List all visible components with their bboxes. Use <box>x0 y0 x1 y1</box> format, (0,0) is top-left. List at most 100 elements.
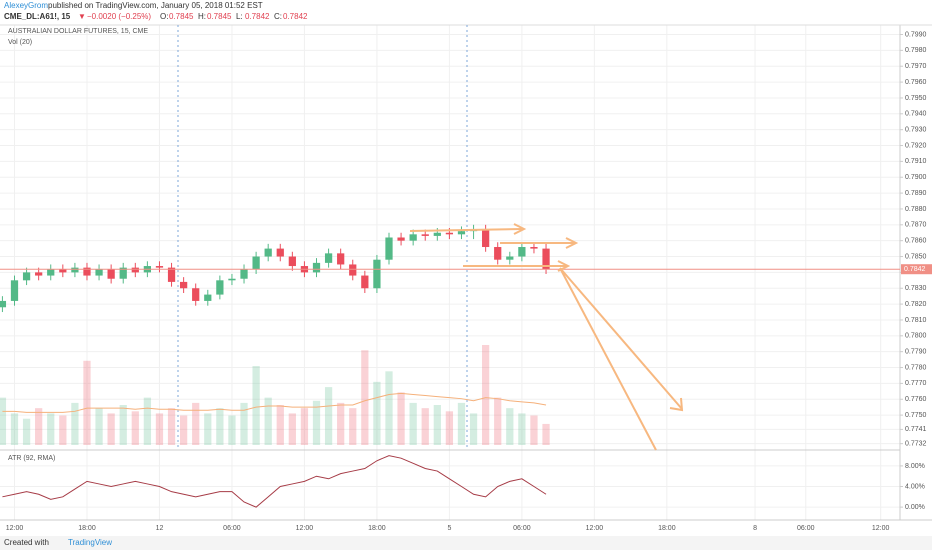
volume-bar <box>276 405 284 445</box>
chart-title: AUSTRALIAN DOLLAR FUTURES, 15, CME <box>8 28 148 35</box>
ohlc-value: 0.7845 <box>169 12 194 21</box>
volume-bar <box>155 413 164 445</box>
candle-body <box>397 237 405 241</box>
candle-body <box>312 262 321 273</box>
candle-body <box>131 267 139 273</box>
candle-body <box>324 253 333 263</box>
x-tick-label: 12:00 <box>6 525 24 532</box>
arrow-head <box>565 237 579 249</box>
volume-bar <box>71 402 79 445</box>
candle-body <box>361 275 369 289</box>
volume-title: Vol (20) <box>8 39 32 46</box>
ohlc-value: 0.7845 <box>207 12 232 21</box>
candle-body <box>180 281 188 289</box>
volume-bar <box>288 413 296 445</box>
candle-body <box>59 269 67 273</box>
candle-body <box>83 267 91 276</box>
y-tick-label: 0.7732 <box>905 441 927 448</box>
volume-bar <box>59 415 67 445</box>
x-tick-label: 12:00 <box>586 525 604 532</box>
volume-bar <box>469 413 478 445</box>
volume-bar <box>35 408 43 445</box>
y-tick-label: 0.00% <box>905 504 925 511</box>
y-tick-label: 0.7920 <box>905 142 927 149</box>
volume-bar <box>409 402 417 445</box>
volume-bar <box>445 411 454 445</box>
arrow-head <box>513 223 527 235</box>
volume-bar <box>0 397 7 445</box>
candle-body <box>457 231 466 235</box>
volume-bar <box>83 360 91 445</box>
x-tick-label: 06:00 <box>513 525 531 532</box>
x-tick-label: 5 <box>447 525 451 532</box>
volume-ma <box>2 392 547 413</box>
candle-body <box>119 267 127 279</box>
candle-body <box>22 272 31 281</box>
volume-bar <box>180 415 188 445</box>
grid <box>0 25 900 520</box>
y-tick-label: 0.7790 <box>905 349 927 356</box>
candle-body <box>482 229 490 248</box>
volume-bar <box>167 408 176 445</box>
candle-body <box>373 259 381 289</box>
y-tick-label: 0.7780 <box>905 364 927 371</box>
footer-brand[interactable]: TradingView <box>68 538 112 547</box>
volume-bar <box>324 387 333 445</box>
footer-bar <box>0 536 932 550</box>
drawings <box>409 223 684 451</box>
x-tick-label: 18:00 <box>78 525 96 532</box>
y-tick-label: 0.7960 <box>905 79 927 86</box>
atr-title: ATR (92, RMA) <box>8 455 55 462</box>
volume-bar <box>373 381 381 445</box>
publisher[interactable]: AlexeyGrom <box>4 1 48 10</box>
x-tick-label: 12 <box>156 525 164 532</box>
candle-body <box>167 267 176 282</box>
ohlc-value: 0.7842 <box>245 12 270 21</box>
candle-body <box>95 269 103 276</box>
volume-bar <box>22 418 31 445</box>
volume-bar <box>300 408 309 445</box>
volume-bar <box>47 413 55 445</box>
candle-body <box>494 247 502 260</box>
volume-bar <box>482 345 490 445</box>
y-tick-label: 0.7910 <box>905 158 927 165</box>
change-arrow: ▼ <box>78 12 86 21</box>
candle-body <box>530 247 538 249</box>
volume-bar <box>143 397 152 445</box>
last-price-label: 0.7842 <box>904 266 926 273</box>
candle-body <box>204 294 212 301</box>
volume-bar <box>119 405 127 445</box>
ohlc-label: L: <box>236 12 243 21</box>
candle-body <box>107 269 115 279</box>
y-tick-label: 0.7820 <box>905 301 927 308</box>
ohlc-value: 0.7842 <box>283 12 308 21</box>
candle-body <box>288 256 296 267</box>
volume-bar <box>397 392 405 445</box>
candle-body <box>252 256 260 270</box>
volume-bar <box>264 397 272 445</box>
y-tick-label: 0.7741 <box>905 426 927 433</box>
atr-line <box>2 455 547 508</box>
y-tick-label: 0.7890 <box>905 190 927 197</box>
candle-body <box>0 300 7 308</box>
volume-bar <box>131 411 139 445</box>
y-tick-label: 0.7870 <box>905 222 927 229</box>
symbol: CME_DL:A61!, 15 <box>4 12 71 21</box>
y-tick-label: 0.7810 <box>905 317 927 324</box>
candle-body <box>47 269 55 276</box>
candle-body <box>264 248 272 257</box>
y-tick-label: 0.7980 <box>905 47 927 54</box>
y-tick-label: 0.7860 <box>905 238 927 245</box>
volume-bar <box>337 402 345 445</box>
candle-body <box>421 234 429 236</box>
volume-bar <box>494 397 502 445</box>
candle-body <box>35 272 43 276</box>
y-tick-label: 0.7990 <box>905 31 927 38</box>
candle-body <box>216 280 224 295</box>
x-tick-label: 06:00 <box>797 525 815 532</box>
y-tick-label: 8.00% <box>905 463 925 470</box>
volume-bar <box>518 413 526 445</box>
y-tick-label: 0.7970 <box>905 63 927 70</box>
candle-body <box>349 264 357 276</box>
